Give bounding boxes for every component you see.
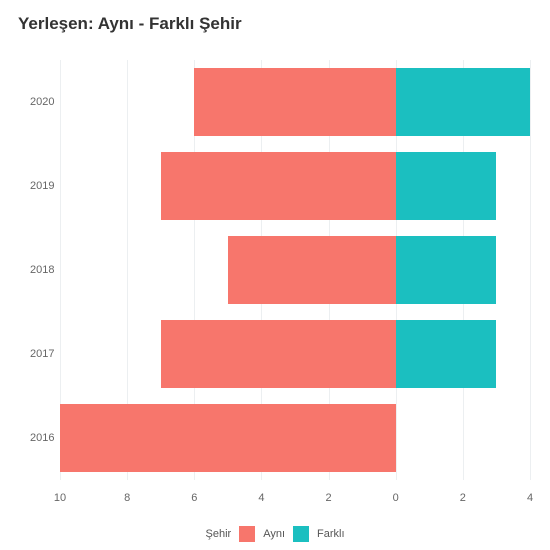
bar-right xyxy=(396,320,497,387)
y-tick-label: 2016 xyxy=(30,432,54,444)
bar-left xyxy=(194,68,395,135)
bar-row xyxy=(60,320,530,387)
x-tick-label: 6 xyxy=(191,492,197,504)
bar-row xyxy=(60,236,530,303)
legend-swatch-0 xyxy=(239,526,255,542)
x-tick-label: 8 xyxy=(124,492,130,504)
x-tick-label: 4 xyxy=(527,492,533,504)
plot-area: 10864202420202019201820172016 xyxy=(60,60,530,480)
bar-row xyxy=(60,404,530,471)
x-tick-label: 10 xyxy=(54,492,66,504)
legend-swatch-1 xyxy=(293,526,309,542)
x-tick-label: 2 xyxy=(460,492,466,504)
bar-left xyxy=(161,320,396,387)
y-tick-label: 2020 xyxy=(30,96,54,108)
x-tick-label: 2 xyxy=(326,492,332,504)
bar-row xyxy=(60,152,530,219)
bar-left xyxy=(228,236,396,303)
x-tick-label: 0 xyxy=(393,492,399,504)
bar-left xyxy=(161,152,396,219)
x-tick-label: 4 xyxy=(258,492,264,504)
bar-left xyxy=(60,404,396,471)
y-tick-label: 2017 xyxy=(30,348,54,360)
y-tick-label: 2018 xyxy=(30,264,54,276)
legend-label-0: Aynı xyxy=(263,528,285,540)
legend: Şehir Aynı Farklı xyxy=(0,526,550,542)
bar-right xyxy=(396,236,497,303)
bar-right xyxy=(396,68,530,135)
bar-right xyxy=(396,152,497,219)
legend-label-1: Farklı xyxy=(317,528,345,540)
bar-row xyxy=(60,68,530,135)
legend-title: Şehir xyxy=(206,528,232,540)
chart-title: Yerleşen: Aynı - Farklı Şehir xyxy=(18,14,242,34)
y-tick-label: 2019 xyxy=(30,180,54,192)
